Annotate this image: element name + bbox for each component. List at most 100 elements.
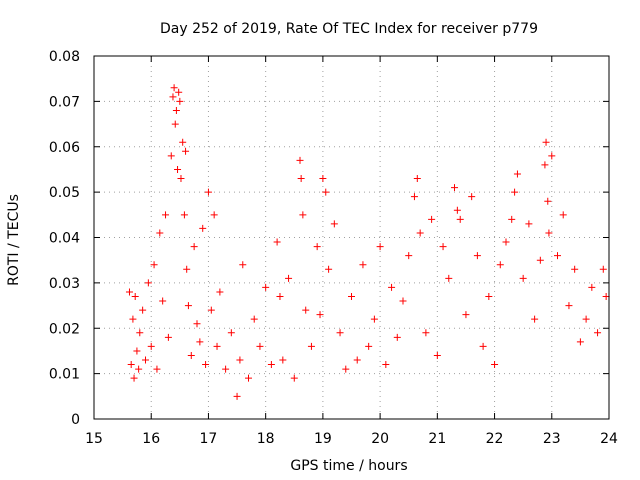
data-point xyxy=(456,215,464,223)
data-point xyxy=(239,261,247,269)
data-point xyxy=(136,329,144,337)
data-point xyxy=(296,156,304,164)
data-point xyxy=(142,356,149,364)
data-point xyxy=(179,138,187,146)
x-tick-label: 19 xyxy=(314,431,332,447)
data-point xyxy=(169,93,177,101)
data-point xyxy=(342,365,350,373)
data-point xyxy=(302,306,310,314)
data-point xyxy=(545,229,553,237)
data-point xyxy=(193,320,201,328)
y-tick-label: 0.05 xyxy=(49,185,80,201)
data-point xyxy=(479,342,487,350)
data-point xyxy=(588,283,596,291)
data-point xyxy=(485,292,493,300)
chart-title: Day 252 of 2019, Rate Of TEC Index for r… xyxy=(160,21,538,37)
data-point xyxy=(365,342,373,350)
y-tick-label: 0.08 xyxy=(49,49,80,65)
data-point xyxy=(236,356,244,364)
data-point xyxy=(267,361,275,369)
plot-frame xyxy=(93,55,610,420)
data-point xyxy=(202,361,210,369)
data-point xyxy=(511,188,519,196)
data-point xyxy=(207,306,215,314)
data-point xyxy=(227,329,235,337)
data-point xyxy=(175,88,183,96)
data-point xyxy=(156,229,164,237)
data-point xyxy=(313,243,321,251)
data-point xyxy=(428,215,436,223)
data-point xyxy=(204,188,212,196)
x-tick-label: 20 xyxy=(371,431,389,447)
data-point xyxy=(144,279,152,287)
data-point xyxy=(525,220,533,228)
data-point xyxy=(176,97,184,105)
data-point xyxy=(127,361,135,369)
data-point xyxy=(422,329,430,337)
data-point xyxy=(262,283,270,291)
data-point xyxy=(290,374,298,382)
data-point xyxy=(544,197,552,205)
data-point xyxy=(250,315,258,323)
data-point xyxy=(502,238,510,246)
x-axis-label: GPS time / hours xyxy=(290,458,407,474)
data-point xyxy=(473,252,481,260)
data-point xyxy=(353,356,361,364)
data-point xyxy=(399,297,407,305)
data-point xyxy=(359,261,367,269)
data-point xyxy=(276,292,284,300)
data-point xyxy=(135,365,143,373)
y-tick-label: 0.03 xyxy=(49,276,80,292)
data-point xyxy=(256,342,264,350)
data-point xyxy=(279,356,287,364)
data-point xyxy=(245,374,252,382)
data-point xyxy=(297,175,305,183)
data-point xyxy=(336,329,344,337)
x-tick-label: 16 xyxy=(142,431,160,447)
x-tick-label: 15 xyxy=(85,431,103,447)
data-point xyxy=(196,338,204,346)
data-point xyxy=(199,224,207,232)
data-point xyxy=(190,243,198,251)
data-point xyxy=(125,288,133,296)
data-point xyxy=(159,297,167,305)
data-point xyxy=(559,211,567,219)
data-point xyxy=(599,265,607,273)
data-point xyxy=(222,365,230,373)
data-point xyxy=(170,84,178,92)
data-point xyxy=(162,211,170,219)
data-point xyxy=(167,152,175,160)
data-point xyxy=(139,306,147,314)
data-point xyxy=(496,261,504,269)
data-point xyxy=(388,283,396,291)
data-point xyxy=(445,274,453,282)
data-point xyxy=(174,165,182,173)
data-point xyxy=(150,261,158,269)
data-point xyxy=(542,138,550,146)
data-point xyxy=(382,361,390,369)
x-tick-label: 22 xyxy=(486,431,504,447)
data-point xyxy=(439,243,447,251)
y-axis-label: ROTI / TECUs xyxy=(6,194,22,286)
data-point xyxy=(531,315,539,323)
data-point xyxy=(594,329,602,337)
data-point xyxy=(413,175,421,183)
data-point xyxy=(453,206,461,214)
data-point xyxy=(273,238,281,246)
grid-lines xyxy=(94,56,609,419)
data-point xyxy=(508,215,516,223)
axis-ticks: 15 16 17 18 19 20 21 22 23 24 0 0.01 0.02 0.03 0.04 0.0… xyxy=(49,49,618,447)
y-tick-label: 0.06 xyxy=(49,140,80,156)
data-point xyxy=(462,311,470,319)
x-tick-label: 24 xyxy=(600,431,618,447)
data-point xyxy=(133,347,141,355)
data-point xyxy=(370,315,378,323)
data-point xyxy=(319,175,327,183)
y-tick-label: 0.02 xyxy=(49,321,80,337)
data-point xyxy=(348,292,355,300)
y-tick-label: 0 xyxy=(71,412,80,428)
data-point xyxy=(376,243,384,251)
data-point xyxy=(183,265,191,273)
